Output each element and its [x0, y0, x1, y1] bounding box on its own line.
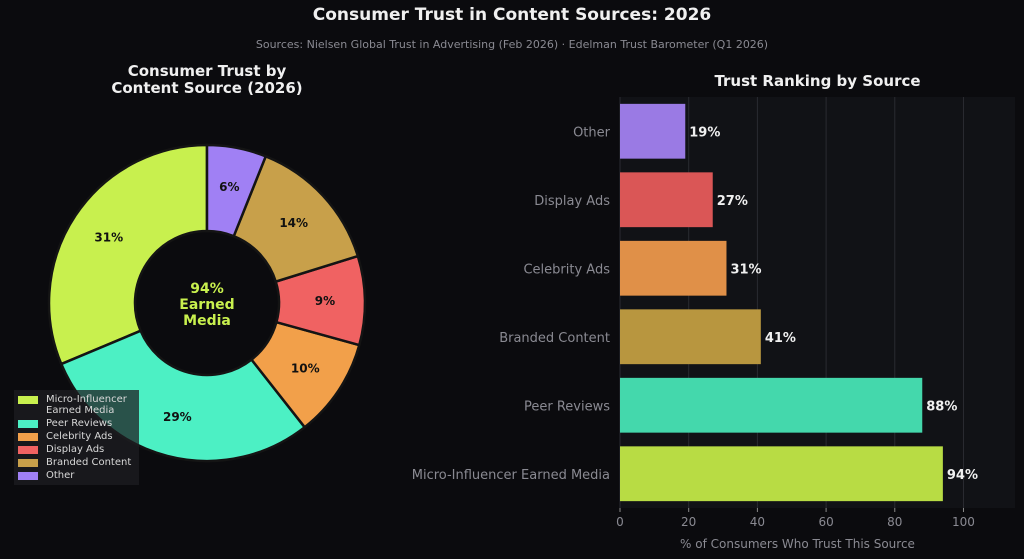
legend-item: Micro-Influencer Earned Media [18, 394, 131, 416]
donut-slice-label: 31% [94, 231, 123, 245]
bar [620, 446, 943, 502]
legend-label: Display Ads [46, 444, 105, 455]
bar-value-label: 19% [689, 125, 720, 140]
legend-swatch [18, 433, 38, 441]
main-title: Consumer Trust in Content Sources: 2026 [312, 5, 712, 25]
y-tick-label: Branded Content [499, 331, 610, 346]
donut-slice-label: 10% [291, 361, 320, 375]
legend-item: Other [18, 470, 131, 481]
bar-value-label: 31% [730, 262, 761, 277]
donut-legend: Micro-Influencer Earned Media Peer Review… [14, 390, 140, 485]
legend-swatch [18, 420, 38, 428]
bar [620, 240, 727, 296]
donut-center-label: 94% [190, 281, 224, 297]
donut-slice-label: 9% [315, 294, 335, 308]
y-tick-label: Other [573, 125, 611, 140]
legend-label: Branded Content [46, 457, 132, 468]
x-tick-label: 60 [818, 515, 833, 529]
bar [620, 172, 713, 228]
legend-label: Other [46, 470, 75, 481]
x-tick-label: 40 [750, 515, 765, 529]
x-tick-label: 20 [681, 515, 696, 529]
bar-value-label: 94% [947, 468, 978, 483]
y-tick-label: Micro-Influencer Earned Media [412, 468, 610, 483]
bars: 19% Other 27% Display Ads 31% Celebrity Ads 41… [412, 103, 978, 502]
legend-item: Display Ads [18, 444, 131, 455]
bar-value-label: 88% [926, 399, 957, 414]
bar-value-label: 27% [717, 194, 748, 209]
bar [620, 309, 761, 365]
donut-center-label: Earned [179, 297, 234, 313]
bar [620, 377, 923, 433]
legend-swatch [18, 396, 38, 404]
x-tick-label: 0 [616, 515, 624, 529]
bar-x-axis: 0 20 40 60 80 100 [616, 97, 975, 529]
bar [620, 103, 686, 159]
subtitle: Sources: Nielsen Global Trust in Adverti… [255, 38, 769, 51]
legend-label: Micro-Influencer Earned Media [46, 394, 127, 416]
x-tick-label: 100 [952, 515, 975, 529]
donut-slice [205, 143, 268, 238]
donut-slice-label: 14% [279, 216, 308, 230]
donut-slice-label: 6% [219, 180, 239, 194]
legend-item: Branded Content [18, 457, 131, 468]
legend-item: Celebrity Ads [18, 431, 131, 442]
donut-center-label: Media [183, 313, 231, 329]
y-tick-label: Display Ads [534, 194, 610, 209]
donut-chart-title: Consumer Trust by Content Source (2026) [62, 63, 352, 97]
donut-title-line: Content Source (2026) [111, 79, 303, 97]
donut-title-line: Consumer Trust by [127, 62, 287, 80]
donut-slice [47, 143, 209, 366]
x-axis-label: % of Consumers Who Trust This Source [680, 537, 915, 551]
legend-item: Peer Reviews [18, 418, 131, 429]
legend-label: Celebrity Ads [46, 431, 113, 442]
legend-label: Peer Reviews [46, 418, 113, 429]
y-tick-label: Peer Reviews [524, 399, 610, 414]
y-tick-label: Celebrity Ads [523, 262, 610, 277]
legend-swatch [18, 446, 38, 454]
bar-chart-title: Trust Ranking by Source [714, 72, 921, 90]
bar-plot-area [620, 97, 1015, 508]
x-tick-label: 80 [887, 515, 902, 529]
legend-swatch [18, 472, 38, 480]
bar-value-label: 41% [765, 331, 796, 346]
donut-slice-label: 29% [163, 410, 192, 424]
legend-swatch [18, 459, 38, 467]
